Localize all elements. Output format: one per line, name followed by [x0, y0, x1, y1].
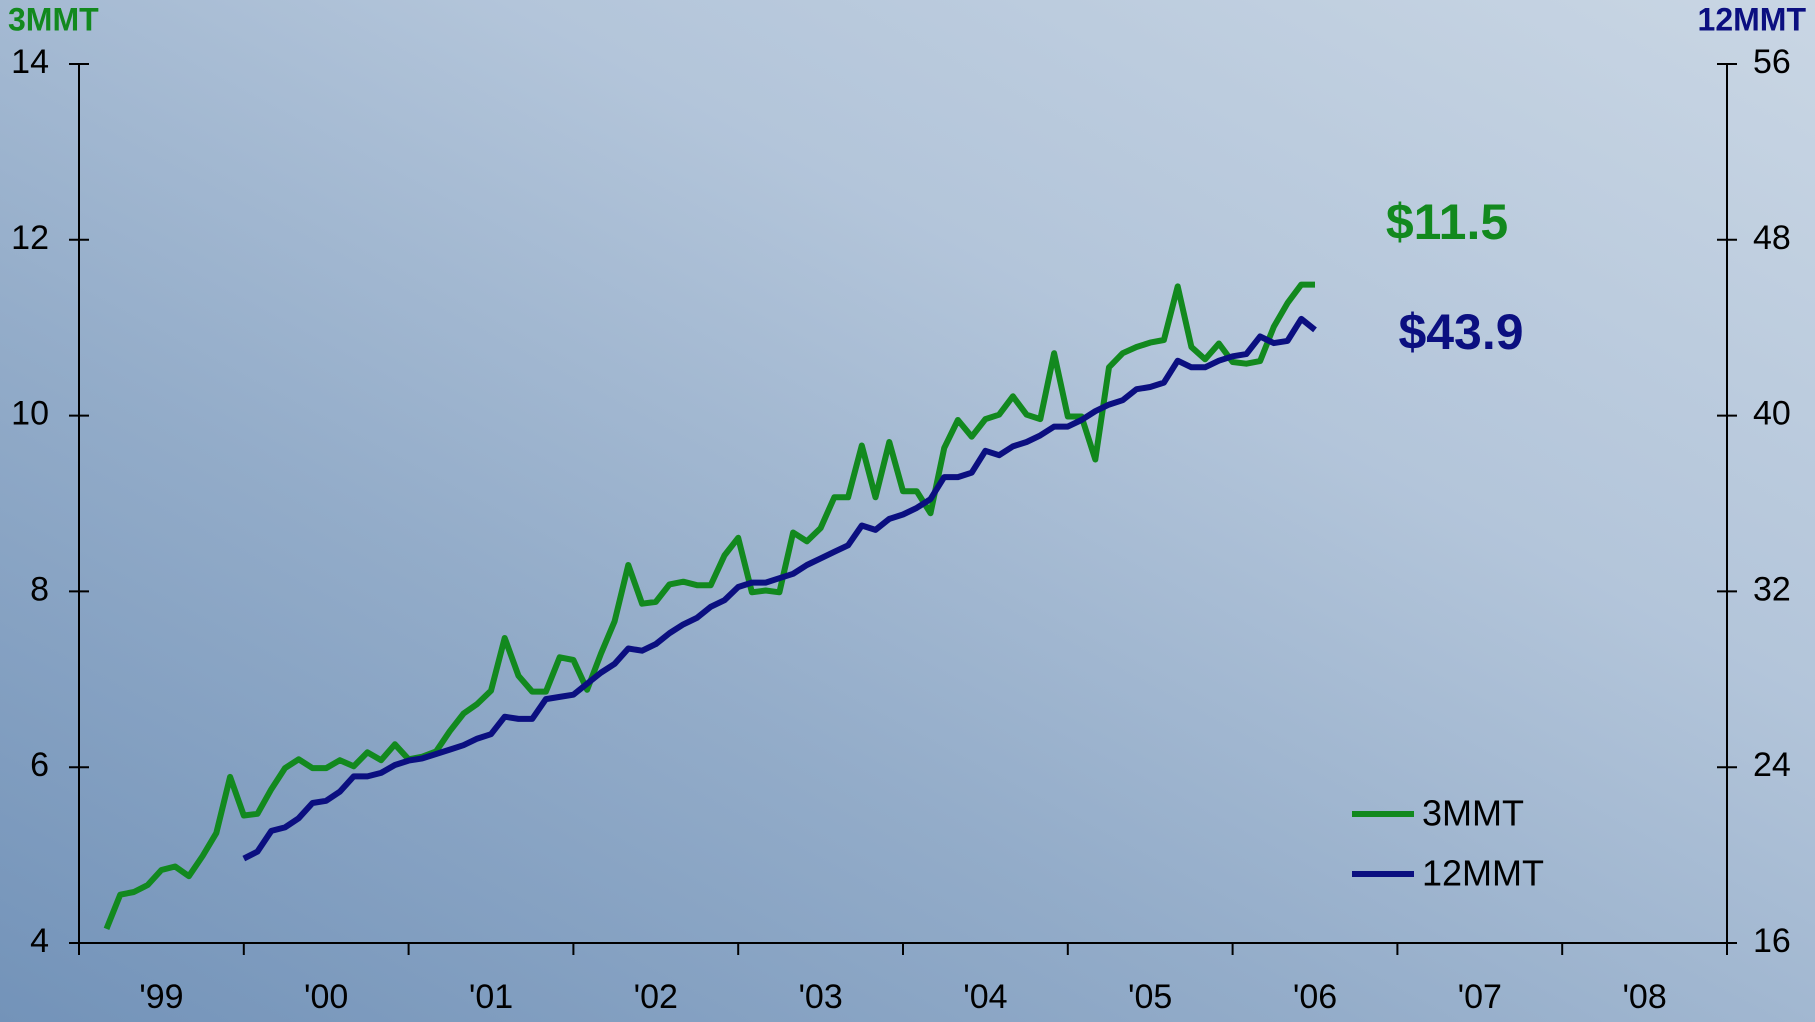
x-tick-label: '02 — [634, 978, 678, 1016]
y2-tick-label: 32 — [1753, 570, 1791, 608]
annotation: $43.9 — [1398, 304, 1523, 360]
y-axis-title: 3MMT — [8, 1, 99, 37]
x-tick-label: '00 — [304, 978, 348, 1016]
x-tick-label: '05 — [1128, 978, 1172, 1016]
y-tick-label: 8 — [30, 570, 49, 608]
y2-tick-label: 56 — [1753, 43, 1791, 81]
x-tick-label: '08 — [1622, 978, 1666, 1016]
legend-label: 12MMT — [1422, 853, 1544, 894]
y-tick-label: 12 — [11, 219, 49, 257]
y2-tick-label: 24 — [1753, 746, 1791, 784]
x-tick-label: '03 — [798, 978, 842, 1016]
series-line — [103, 281, 1315, 931]
x-tick-label: '06 — [1293, 978, 1337, 1016]
y-tick-label: 10 — [11, 395, 49, 433]
y-tick-label: 6 — [30, 746, 49, 784]
y-tick-label: 4 — [30, 922, 49, 960]
x-tick-label: '99 — [139, 978, 183, 1016]
series-line — [242, 315, 1317, 862]
y2-tick-label: 40 — [1753, 395, 1791, 433]
x-tick-label: '04 — [963, 978, 1007, 1016]
y2-axis-title: 12MMT — [1698, 1, 1807, 37]
y2-tick-label: 48 — [1753, 219, 1791, 257]
legend-label: 3MMT — [1422, 793, 1524, 834]
y-tick-label: 14 — [11, 43, 49, 81]
y2-tick-label: 16 — [1753, 922, 1791, 960]
x-tick-label: '01 — [469, 978, 513, 1016]
annotation: $11.5 — [1386, 194, 1508, 250]
x-tick-label: '07 — [1458, 978, 1502, 1016]
